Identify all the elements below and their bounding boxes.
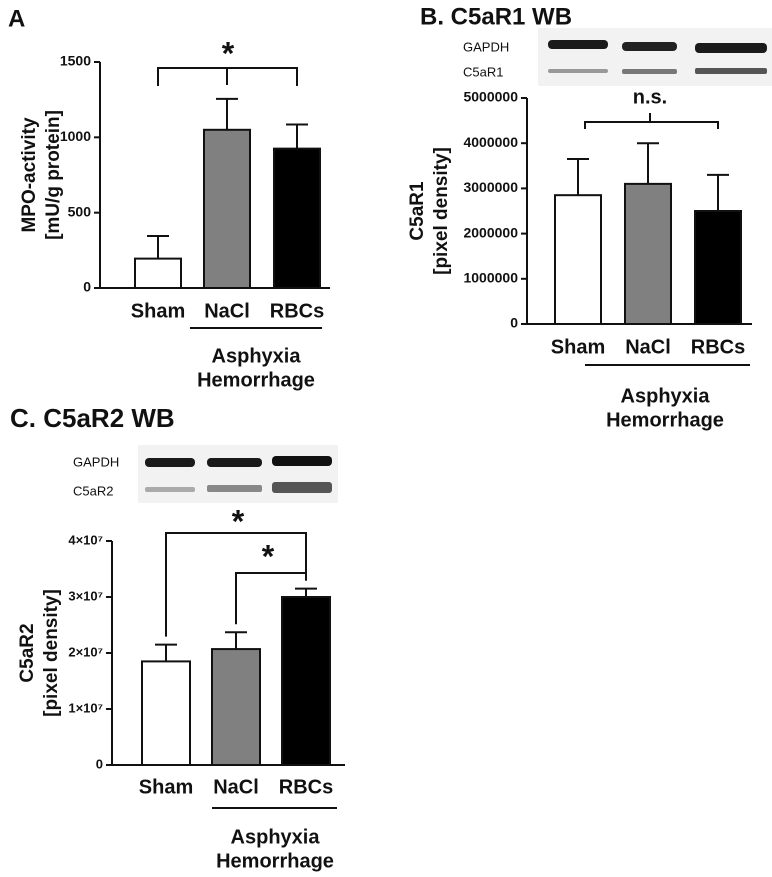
blot-label: GAPDH <box>73 454 119 469</box>
significance-bracket <box>157 67 298 86</box>
bar <box>203 128 251 289</box>
blot-b <box>538 28 772 86</box>
significance-label: * <box>222 35 235 71</box>
y-axis-label: C5aR2 <box>17 623 38 682</box>
y-axis-label: [mU/g protein] <box>43 110 64 240</box>
blot-label: GAPDH <box>463 39 509 54</box>
y-tick-label: 1000 <box>60 128 91 144</box>
x-tick-label: NaCl <box>213 776 259 798</box>
bar <box>554 194 602 325</box>
x-tick-label: Sham <box>139 776 193 798</box>
x-tick-label: RBCs <box>279 776 333 798</box>
group-label: Asphyxia <box>621 385 711 407</box>
significance-bracket <box>584 113 719 129</box>
panel-title: A <box>8 5 25 32</box>
y-tick-label: 4×10⁷ <box>68 532 103 547</box>
bar <box>211 648 261 767</box>
y-axis-label: MPO-activity <box>19 117 40 233</box>
group-label: Hemorrhage <box>606 409 724 431</box>
y-tick-label: 1000000 <box>463 270 518 286</box>
x-tick-label: NaCl <box>204 300 250 322</box>
y-axis-label: [pixel density] <box>431 147 452 275</box>
significance-bracket <box>165 532 307 637</box>
y-tick-label: 3×10⁷ <box>68 588 103 603</box>
bar <box>141 660 191 767</box>
y-tick-label: 1500 <box>60 53 91 69</box>
x-tick-label: NaCl <box>625 336 671 358</box>
significance-bracket <box>235 572 307 625</box>
y-axis-label: C5aR1 <box>407 181 428 241</box>
bar <box>694 210 742 325</box>
bar <box>134 257 182 289</box>
blot-label: C5aR2 <box>73 483 113 498</box>
blot-c <box>138 445 338 503</box>
y-tick-label: 500 <box>68 203 92 219</box>
bar <box>273 147 321 289</box>
significance-label: n.s. <box>633 86 667 108</box>
y-tick-label: 1×10⁷ <box>68 700 103 715</box>
y-tick-label: 0 <box>83 279 91 295</box>
y-tick-label: 3000000 <box>463 179 518 195</box>
bar <box>281 596 331 766</box>
y-tick-label: 2000000 <box>463 224 518 240</box>
y-tick-label: 0 <box>96 756 103 771</box>
y-tick-label: 4000000 <box>463 134 518 150</box>
x-tick-label: Sham <box>551 336 605 358</box>
bar <box>624 182 672 325</box>
significance-label: * <box>262 538 275 574</box>
x-tick-label: Sham <box>131 300 185 322</box>
group-label: Asphyxia <box>231 826 321 848</box>
y-axis-label: [pixel density] <box>41 589 62 717</box>
x-tick-label: RBCs <box>691 336 745 358</box>
group-label: Asphyxia <box>212 345 302 367</box>
group-label: Hemorrhage <box>216 850 334 872</box>
y-tick-label: 0 <box>510 315 518 331</box>
blot-label: C5aR1 <box>463 64 503 79</box>
panel-title: B. C5aR1 WB <box>420 3 572 30</box>
group-label: Hemorrhage <box>197 369 315 391</box>
y-tick-label: 2×10⁷ <box>68 644 103 659</box>
x-tick-label: RBCs <box>270 300 324 322</box>
significance-label: * <box>232 503 245 539</box>
y-tick-label: 5000000 <box>463 89 518 105</box>
panel-title: C. C5aR2 WB <box>10 403 175 433</box>
